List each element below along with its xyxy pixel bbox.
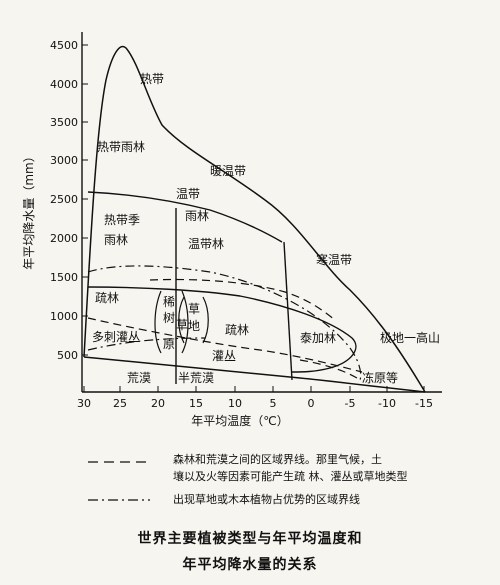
region-label: 疏林: [95, 290, 119, 305]
x-tick-label: 20: [151, 397, 165, 410]
caption-line-1: 世界主要植被类型与年平均温度和: [137, 531, 363, 547]
dashed-boundary: [87, 317, 363, 373]
region-label: 泰加林: [300, 331, 336, 345]
legend-dashdot-text: 出现草地或木本植物占优势的区域界线: [173, 493, 360, 506]
region-label: 草: [176, 318, 188, 332]
region-label: 荒漠: [127, 371, 151, 385]
region-label: 冻原等: [362, 370, 398, 385]
x-tick-label: 5: [270, 397, 277, 410]
x-tick-label: 0: [308, 397, 315, 410]
region-label: 热带: [140, 72, 164, 86]
region-label: 疏林: [225, 322, 249, 337]
y-tick-label: 2500: [50, 193, 78, 206]
legend-dashed-text-2: 壤以及火等因素可能产生疏 林、灌丛或草地类型: [173, 470, 408, 483]
region-label: 雨林: [104, 233, 128, 247]
y-tick-label: 1000: [50, 310, 78, 323]
dashdot-boundary-2: [87, 337, 206, 351]
y-axis-label: 年平均降水量（mm）: [22, 150, 36, 269]
y-tick-label: 3000: [50, 154, 78, 167]
x-axis-label: 年平均温度（℃）: [191, 413, 288, 428]
hull-bottom: [83, 356, 426, 393]
region-label: 原: [163, 337, 175, 351]
region-label: 多刺灌丛: [92, 330, 140, 344]
region-label: 极地一高山: [380, 330, 440, 345]
savanna-bracket: [154, 290, 162, 354]
x-tick-label: 30: [77, 397, 91, 410]
region-label: 寒温带: [316, 252, 352, 267]
region-label: 温带: [176, 187, 200, 201]
boundary-vertical-boreal: [283, 241, 293, 381]
region-label: 地: [188, 319, 200, 333]
region-label: 树: [163, 310, 175, 325]
region-label: 暖温带: [210, 164, 246, 178]
y-tick-label: 4500: [50, 39, 78, 52]
region-label: 灌丛: [212, 349, 236, 363]
y-tick-label: 2000: [50, 232, 78, 245]
y-tick-labels: 500 1000 1500 2000 2500 3000 3500 4000 4…: [50, 39, 78, 362]
x-tick-label: -10: [378, 397, 396, 410]
outer-envelope: [83, 45, 426, 393]
grassland-bracket-2: [202, 296, 209, 344]
dashed-boundary-3: [299, 359, 361, 381]
region-label: 热带季: [104, 213, 140, 227]
region-label: 半荒漠: [178, 371, 214, 385]
y-tick-label: 4000: [50, 78, 78, 91]
y-tick-label: 500: [57, 349, 78, 362]
x-tick-label: -15: [415, 397, 433, 410]
x-tick-label: 25: [113, 397, 127, 410]
x-tick-label: -5: [345, 397, 356, 410]
region-label: 稀: [163, 295, 175, 309]
dashdot-boundary: [87, 265, 362, 381]
caption-line-2: 年平均降水量的关系: [182, 557, 318, 573]
dashed-boundary-2: [149, 278, 336, 321]
region-label: 雨林: [185, 209, 209, 223]
y-tick-label: 3500: [50, 116, 78, 129]
savanna-bracket-2: [181, 290, 189, 354]
legend-dashed-text-1: 森林和荒漠之间的区域界线。那里气候，土: [173, 453, 382, 466]
region-label: 草: [188, 302, 200, 316]
y-tick-label: 1500: [50, 271, 78, 284]
y-ticks: [82, 44, 88, 356]
grassland-bracket: [178, 296, 185, 344]
region-labels: 热带 热带雨林 暖温带 温带 雨林 热带季 雨林 温带林 寒温带 疏林 稀 树 …: [92, 72, 440, 385]
x-tick-labels: 30 25 20 15 10 5 0 -5 -10 -15: [77, 397, 433, 410]
boundary-2600: [87, 191, 283, 243]
x-tick-label: 15: [189, 397, 203, 410]
region-label: 热带雨林: [97, 140, 145, 154]
x-ticks: [83, 386, 425, 392]
x-tick-label: 10: [228, 397, 242, 410]
region-label: 温带林: [188, 237, 224, 251]
